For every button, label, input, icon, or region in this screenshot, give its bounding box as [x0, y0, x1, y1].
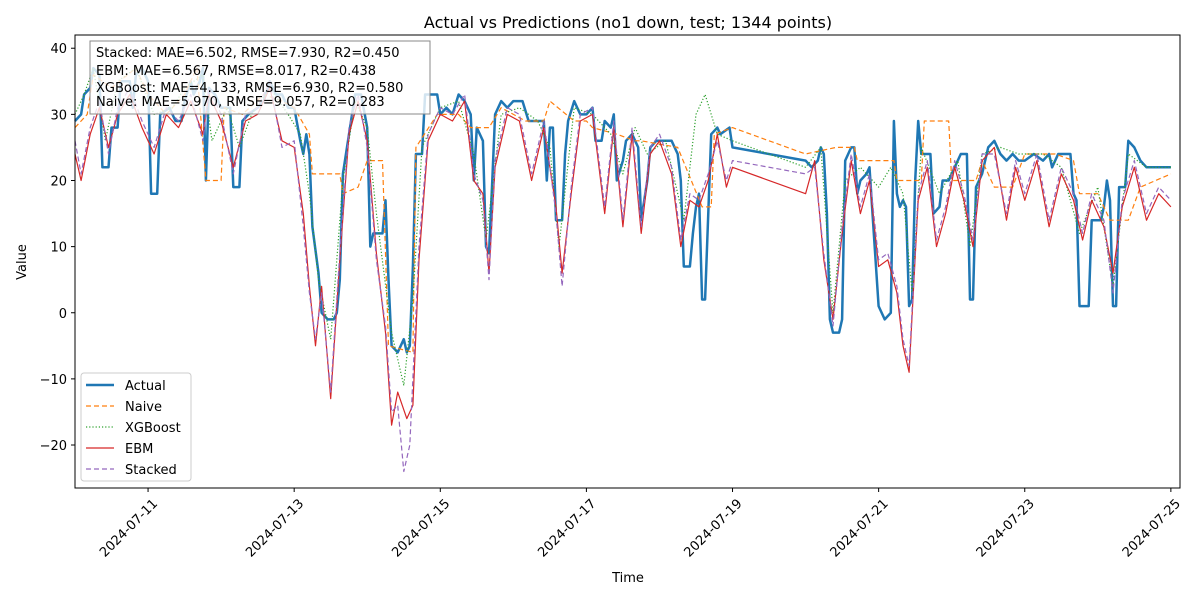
- y-axis-label: Value: [15, 244, 30, 280]
- metric-line-stacked: Stacked: MAE=6.502, RMSE=7.930, R2=0.450: [96, 46, 400, 61]
- y-tick-label: 30: [50, 108, 67, 123]
- metrics-box-frame: [89, 40, 431, 115]
- chart-title: Actual vs Predictions (no1 down, test; 1…: [424, 13, 832, 32]
- series-layer: [74, 66, 1172, 473]
- legend-label-xgboost: XGBoost: [125, 421, 181, 436]
- x-tick-label: 2024-07-15: [389, 496, 453, 560]
- metric-line-naive: Naive: MAE=5.970, RMSE=9.057, R2=0.283: [96, 95, 385, 110]
- y-tick-label: −20: [40, 439, 67, 454]
- plot-frame: [74, 34, 1181, 489]
- series-line-naive: [74, 67, 1172, 353]
- x-tick-label: 2024-07-21: [828, 496, 892, 560]
- y-tick-label: 40: [50, 42, 67, 57]
- x-axis: 2024-07-11 2024-07-13 2024-07-15 2024-07-17…: [97, 488, 1184, 560]
- y-axis: −20 −10 0 10 20 30 40: [40, 42, 75, 454]
- y-tick-label: 20: [50, 174, 67, 189]
- y-tick-label: −10: [40, 373, 67, 388]
- x-tick-label: 2024-07-23: [974, 496, 1038, 560]
- series-line-stacked: [74, 80, 1172, 473]
- legend-frame: [80, 372, 192, 482]
- x-tick-label: 2024-07-13: [243, 496, 307, 560]
- y-tick-label: 0: [59, 307, 67, 322]
- x-tick-label: 2024-07-17: [535, 496, 599, 560]
- legend-label-ebm: EBM: [125, 442, 153, 457]
- legend: Actual Naive XGBoost EBM Stacked: [80, 372, 192, 482]
- legend-label-naive: Naive: [125, 400, 162, 415]
- x-tick-label: 2024-07-19: [682, 496, 746, 560]
- series-line-ebm: [74, 87, 1172, 426]
- legend-label-actual: Actual: [125, 379, 166, 394]
- series-line-xgboost: [74, 67, 1171, 387]
- x-tick-label: 2024-07-25: [1120, 496, 1184, 560]
- legend-label-stacked: Stacked: [125, 463, 177, 478]
- metric-line-ebm: EBM: MAE=6.567, RMSE=8.017, R2=0.438: [96, 64, 376, 79]
- metric-line-xgboost: XGBoost: MAE=4.133, RMSE=6.930, R2=0.580: [96, 81, 403, 96]
- metrics-box: Stacked: MAE=6.502, RMSE=7.930, R2=0.450…: [89, 40, 431, 115]
- x-tick-label: 2024-07-11: [97, 496, 161, 560]
- x-axis-label: Time: [611, 571, 644, 586]
- y-tick-label: 10: [50, 241, 67, 256]
